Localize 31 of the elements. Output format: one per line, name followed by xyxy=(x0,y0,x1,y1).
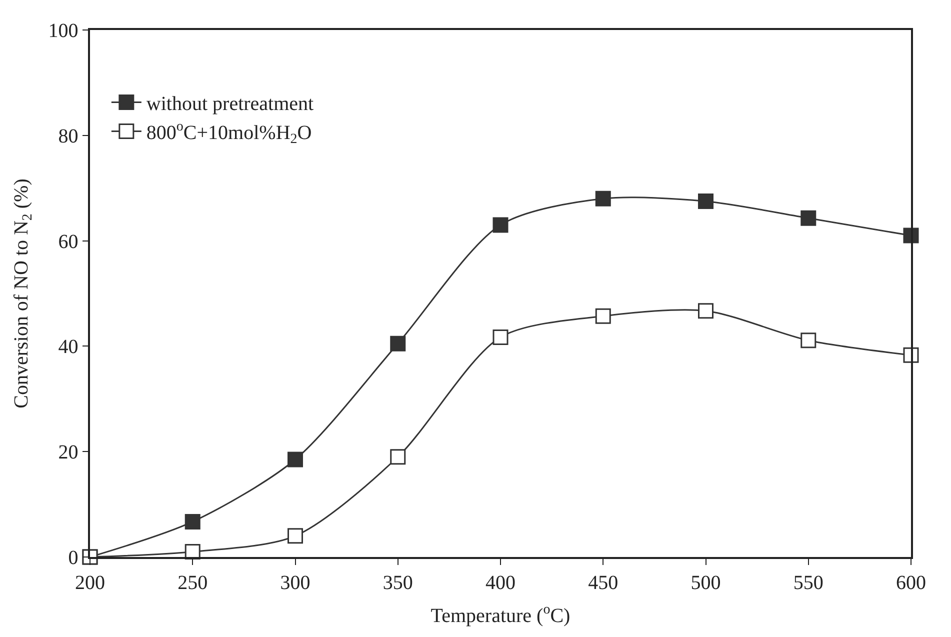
point xyxy=(492,217,508,233)
y-tick-label: 60 xyxy=(58,230,78,253)
point xyxy=(390,449,406,465)
x-tick-label: 200 xyxy=(75,572,105,594)
y-tick-label: 100 xyxy=(48,20,78,42)
x-tick-label: 550 xyxy=(793,572,824,594)
y-tick-label: 80 xyxy=(58,125,78,148)
x-tick-label: 500 xyxy=(690,572,721,594)
y-tick-label: 40 xyxy=(58,336,78,358)
point xyxy=(390,336,406,352)
x-tick-label: 600 xyxy=(896,572,926,594)
point xyxy=(595,190,611,206)
point xyxy=(698,194,714,210)
point xyxy=(288,528,303,544)
x-tick-label: 250 xyxy=(178,572,208,594)
y-tick-label: 0 xyxy=(68,547,78,569)
point xyxy=(184,514,200,530)
x-tick-label: 300 xyxy=(280,572,310,594)
y-tick-label: 20 xyxy=(58,442,78,464)
point xyxy=(288,452,303,468)
x-tick-label: 450 xyxy=(588,572,618,594)
point xyxy=(800,332,816,348)
point xyxy=(492,329,508,345)
legend-label: 800$^{o}$C+10mol%H$_{2}$O xyxy=(146,120,312,148)
x-axis-title: Temperature ($^{o}$C) xyxy=(430,602,570,627)
x-tick-label: 350 xyxy=(382,572,413,594)
x-tick-label: 400 xyxy=(486,572,516,594)
legend-label: without pretreatment xyxy=(146,93,314,115)
point xyxy=(595,308,611,324)
point xyxy=(800,210,816,226)
point xyxy=(698,303,714,319)
